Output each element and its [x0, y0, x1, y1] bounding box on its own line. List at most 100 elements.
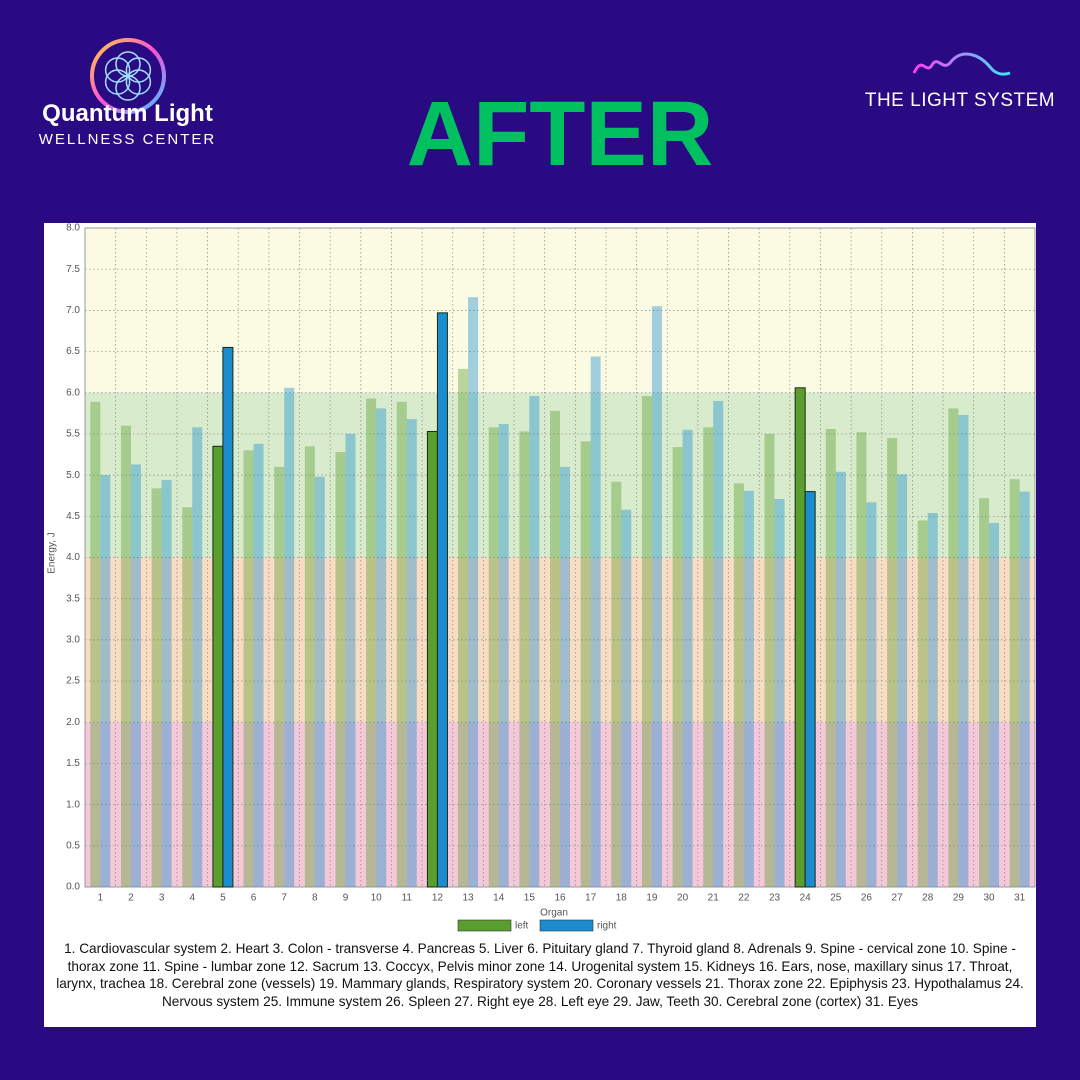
- x-tick-label: 3: [159, 893, 165, 904]
- y-axis-label: Energy, J: [47, 532, 58, 574]
- bar: [366, 398, 377, 887]
- x-tick-label: 22: [738, 893, 750, 904]
- bar: [1009, 479, 1020, 887]
- x-tick-label: 23: [769, 893, 781, 904]
- x-tick-label: 20: [677, 893, 689, 904]
- bar: [672, 447, 683, 887]
- x-tick-label: 13: [463, 893, 475, 904]
- x-tick-label: 4: [189, 893, 195, 904]
- x-tick-label: 16: [554, 893, 566, 904]
- bar: [713, 400, 724, 887]
- bar: [641, 396, 652, 887]
- bar: [335, 452, 346, 887]
- bar: [866, 502, 877, 887]
- bar: [621, 509, 632, 887]
- x-tick-label: 21: [708, 893, 720, 904]
- x-tick-label: 17: [585, 893, 597, 904]
- x-tick-label: 7: [281, 893, 287, 904]
- bar: [764, 433, 775, 887]
- bar: [590, 356, 601, 887]
- chart: Energy, J Organ 0.0 0.5 1.0 1.5 2.0 2.5 3.0 3.5…: [47, 223, 1036, 932]
- bar: [151, 488, 162, 887]
- x-tick-label: 28: [922, 893, 934, 904]
- zone-band: [85, 392, 1035, 558]
- x-tick-label: 19: [646, 893, 658, 904]
- plot-frame: [84, 227, 1036, 888]
- x-tick-label: 9: [343, 893, 349, 904]
- organ-legend-note: 1. Cardiovascular system 2. Heart 3. Col…: [56, 941, 1024, 1009]
- bar: [274, 466, 285, 887]
- y-tick-label: 2.0: [66, 717, 80, 728]
- bar: [856, 432, 867, 887]
- brand-logo: [90, 38, 166, 114]
- bar: [703, 427, 714, 887]
- x-tick-label: 8: [312, 893, 318, 904]
- bar: [825, 428, 836, 887]
- bar: [743, 490, 754, 887]
- legend-swatch: [457, 919, 512, 932]
- y-tick-label: 2.5: [66, 676, 80, 687]
- bar: [222, 346, 234, 888]
- bar: [897, 474, 908, 887]
- bar: [182, 507, 193, 887]
- bar: [396, 401, 407, 887]
- x-tick-label: 18: [616, 893, 628, 904]
- bar: [927, 513, 938, 887]
- y-tick-label: 6.5: [66, 346, 80, 357]
- bar: [488, 427, 499, 887]
- x-tick-label: 24: [800, 893, 812, 904]
- x-tick-label: 2: [128, 893, 134, 904]
- y-tick-label: 4.0: [66, 552, 80, 563]
- bar: [161, 480, 172, 887]
- x-tick-label: 27: [892, 893, 904, 904]
- bar: [611, 481, 622, 887]
- x-tick-label: 14: [493, 893, 505, 904]
- x-tick-label: 1: [98, 893, 104, 904]
- title: AFTER: [406, 83, 714, 185]
- bar: [835, 471, 846, 887]
- y-tick-label: 6.0: [66, 387, 80, 398]
- bar: [948, 408, 959, 887]
- bar: [498, 424, 509, 887]
- partner-logo: [912, 52, 1011, 76]
- bar: [519, 431, 530, 887]
- x-tick-label: 10: [371, 893, 383, 904]
- legend-label: left: [515, 921, 529, 932]
- brand-subtitle: WELLNESS CENTER: [38, 131, 217, 148]
- x-tick-label: 11: [402, 893, 413, 904]
- bar: [733, 483, 744, 887]
- y-tick-label: 0.0: [66, 882, 80, 893]
- y-tick-label: 1.5: [66, 758, 80, 769]
- bar: [804, 491, 816, 888]
- legend-label: right: [597, 921, 617, 932]
- bar: [560, 466, 570, 887]
- bar: [314, 476, 325, 887]
- zone-band: [85, 228, 1035, 393]
- y-tick-label: 7.0: [66, 305, 80, 316]
- bar: [682, 429, 693, 887]
- bar: [436, 312, 448, 888]
- bar: [376, 408, 387, 887]
- legend-swatch: [539, 919, 594, 932]
- x-tick-label: 25: [830, 893, 842, 904]
- bar: [100, 475, 111, 887]
- x-tick-label: 15: [524, 893, 536, 904]
- y-tick-label: 3.5: [66, 593, 80, 604]
- y-tick-label: 3.0: [66, 635, 80, 646]
- bar: [243, 450, 254, 887]
- x-tick-label: 29: [953, 893, 965, 904]
- bar: [426, 430, 438, 888]
- bar: [917, 520, 928, 887]
- partner-name: THE LIGHT SYSTEM: [864, 90, 1056, 111]
- bar: [651, 306, 662, 888]
- bar: [794, 387, 806, 888]
- bar: [212, 445, 224, 888]
- bar: [458, 368, 469, 887]
- bar: [1019, 491, 1030, 887]
- bar: [284, 387, 295, 887]
- y-tick-label: 8.0: [66, 223, 80, 234]
- bar: [989, 522, 1000, 887]
- bar: [468, 297, 479, 887]
- x-tick-label: 5: [220, 893, 226, 904]
